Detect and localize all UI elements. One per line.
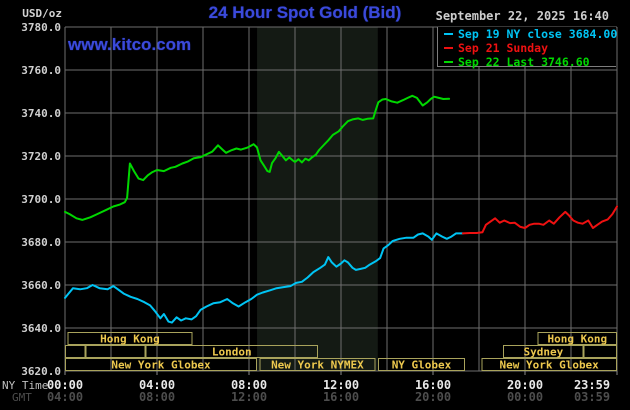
legend-item-sep19: Sep 19 NY close 3684.00 [444, 27, 618, 41]
x-tick-label: 12:00 [323, 378, 359, 392]
session-box [537, 332, 618, 345]
kitco-watermark: www.kitco.com [68, 35, 192, 54]
y-tick-label: 3620.0 [21, 365, 61, 378]
y-axis-units-label: USD/oz [22, 7, 62, 20]
legend-item-label: Sep 21 Sunday [458, 41, 549, 55]
datetime-stamp: September 22, 2025 16:40 [435, 9, 609, 23]
legend-item-label: Sep 19 NY close 3684.00 [458, 27, 618, 41]
legend-item-sep22: Sep 22 Last 3746.60 [444, 55, 616, 69]
y-tick-label: 3640.0 [21, 322, 61, 335]
x-tick-label: 23:59 [574, 378, 610, 392]
session-label: Hong Kong [548, 333, 608, 346]
price-line [461, 205, 618, 235]
legend-dash-icon [444, 61, 453, 63]
session-box [85, 345, 146, 358]
session-box [503, 345, 584, 358]
session-box [65, 345, 86, 358]
x-tick-label: 08:00 [231, 378, 267, 392]
session-label: New York Globex [111, 359, 211, 372]
session-label: Hong Kong [100, 333, 160, 346]
x-axis-prefix-label: NY Time [2, 379, 48, 392]
legend-item-label: Sep 22 Last 3746.60 [458, 55, 590, 69]
session-box [259, 358, 376, 371]
price-line [64, 232, 464, 324]
y-tick-label: 3780.0 [21, 21, 61, 34]
x-tick-label: 03:59 [574, 390, 610, 404]
y-tick-label: 3740.0 [21, 107, 61, 120]
x-tick-label: 12:00 [231, 390, 267, 404]
legend-dash-icon [444, 47, 453, 49]
x-axis-prefix-label: GMT [12, 391, 32, 404]
session-box [145, 345, 318, 358]
y-tick-label: 3660.0 [21, 279, 61, 292]
session-box [65, 358, 258, 371]
y-tick-label: 3760.0 [21, 64, 61, 77]
x-tick-label: 04:00 [47, 390, 83, 404]
session-label: New York NYMEX [271, 359, 364, 372]
chart-title: 24 Hour Spot Gold (Bid) [208, 3, 402, 22]
x-tick-label: 04:00 [139, 378, 175, 392]
legend-dash-icon [444, 33, 453, 35]
y-tick-label: 3700.0 [21, 193, 61, 206]
session-label: Sydney [524, 346, 564, 359]
x-tick-label: 00:00 [47, 378, 83, 392]
x-tick-label: 16:00 [323, 390, 359, 404]
legend: Sep 19 NY close 3684.00 Sep 21 Sunday Se… [437, 27, 618, 69]
session-label: NY Globex [392, 359, 452, 372]
x-tick-label: 16:00 [415, 378, 451, 392]
session-box [67, 332, 193, 345]
legend-item-sep21: Sep 21 Sunday [444, 41, 616, 55]
y-tick-label: 3720.0 [21, 150, 61, 163]
x-tick-label: 00:00 [507, 390, 543, 404]
x-tick-label: 08:00 [139, 390, 175, 404]
session-box [377, 358, 466, 371]
session-box [583, 345, 618, 358]
y-tick-label: 3680.0 [21, 236, 61, 249]
session-box [481, 358, 617, 371]
session-label: London [212, 346, 252, 359]
session-label: New York Globex [499, 359, 599, 372]
x-tick-label: 20:00 [415, 390, 451, 404]
price-line [64, 94, 451, 221]
x-tick-label: 20:00 [507, 378, 543, 392]
